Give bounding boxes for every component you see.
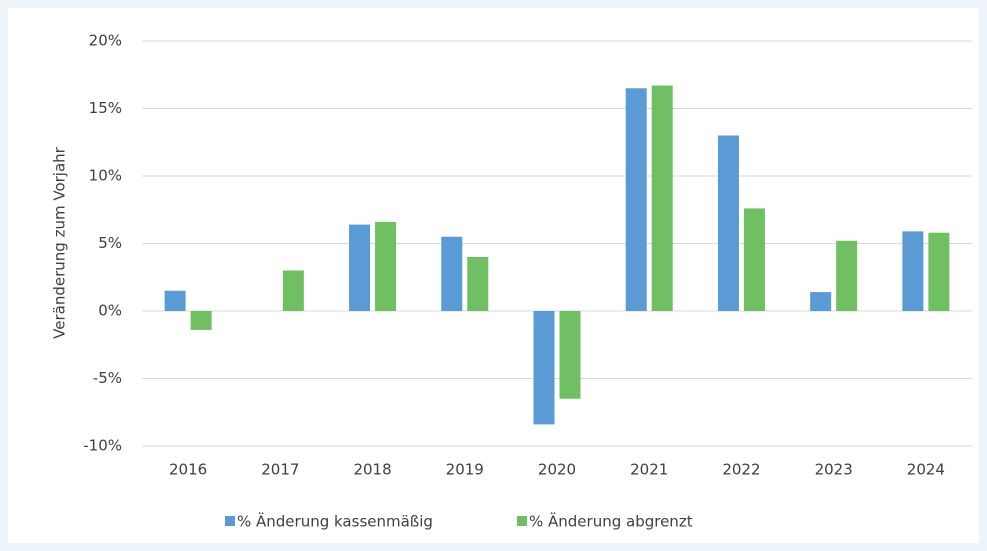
bar	[928, 232, 950, 311]
bar	[625, 88, 647, 311]
legend-label: % Änderung kassenmäßig	[237, 512, 433, 531]
x-tick-label: 2023	[815, 461, 853, 479]
y-tick-label: -10%	[83, 437, 122, 455]
x-tick-label: 2018	[353, 461, 391, 479]
bar	[743, 208, 765, 311]
x-tick-label: 2024	[907, 461, 945, 479]
bar	[164, 290, 186, 311]
bar	[533, 311, 555, 425]
bar	[349, 224, 371, 311]
x-tick-label: 2016	[169, 461, 207, 479]
chart-panel	[8, 8, 979, 543]
y-tick-label: 20%	[89, 32, 122, 50]
y-tick-label: 10%	[89, 167, 122, 185]
bar	[717, 135, 739, 311]
x-tick-label: 2019	[446, 461, 484, 479]
bar	[190, 311, 212, 330]
y-tick-label: 0%	[98, 302, 122, 320]
legend-marker	[225, 516, 235, 526]
legend-label: % Änderung abgrenzt	[529, 512, 693, 531]
x-tick-label: 2020	[538, 461, 576, 479]
x-tick-label: 2022	[722, 461, 760, 479]
bar	[810, 292, 832, 311]
y-tick-label: -5%	[93, 369, 122, 387]
y-tick-label: 15%	[89, 99, 122, 117]
x-tick-label: 2021	[630, 461, 668, 479]
bar	[282, 270, 304, 311]
bar	[441, 236, 463, 311]
bar	[836, 240, 858, 311]
bar	[467, 257, 489, 311]
x-tick-label: 2017	[261, 461, 299, 479]
bar	[902, 231, 924, 311]
bar	[375, 221, 397, 311]
bar	[559, 311, 581, 399]
bar	[651, 85, 673, 311]
y-axis-label: Veränderung zum Vorjahr	[51, 146, 69, 338]
y-tick-label: 5%	[98, 234, 122, 252]
legend-marker	[517, 516, 527, 526]
